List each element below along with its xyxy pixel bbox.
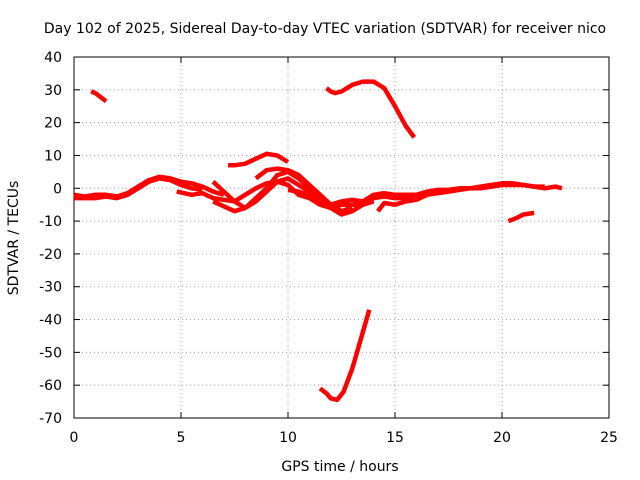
series-line-seg-n (507, 210, 535, 224)
y-tick-label: -70 (39, 411, 62, 427)
y-axis-label: SDTVAR / TECUs (6, 181, 22, 296)
x-tick-label: 5 (177, 430, 186, 446)
axis-ticks: 0 5 10 15 20 25 -70 -60 -50 -40 -30 -20 -10 0 10 20 30 40 (39, 50, 618, 446)
grid (74, 57, 609, 418)
series-line-seg-g (228, 151, 290, 168)
y-tick-label: -20 (39, 247, 62, 263)
y-tick-label: -10 (39, 214, 62, 230)
series-line-seg-c (74, 176, 203, 201)
x-tick-label: 10 (279, 430, 297, 446)
y-tick-label: -30 (39, 280, 62, 296)
series-line-seg-j (344, 190, 417, 210)
y-tick-label: 0 (53, 181, 62, 197)
series-group (73, 79, 563, 403)
series-line-seg-k (376, 181, 545, 213)
y-tick-label: 20 (44, 116, 62, 132)
x-tick-label: 15 (386, 430, 404, 446)
series-line-seg-h (254, 166, 333, 207)
y-tick-label: -60 (39, 378, 62, 394)
series-line-seg-m (318, 309, 372, 403)
x-tick-label: 20 (493, 430, 511, 446)
y-tick-label: 10 (44, 148, 62, 164)
y-tick-label: -50 (39, 345, 62, 361)
x-axis-label: GPS time / hours (281, 459, 398, 475)
series-line-seg-a (90, 89, 108, 104)
x-tick-label: 25 (600, 430, 618, 446)
series-line-seg-l (325, 79, 417, 139)
chart-title: Day 102 of 2025, Sidereal Day-to-day VTE… (44, 21, 606, 37)
y-tick-label: 30 (44, 83, 62, 99)
plot-frame (73, 56, 610, 419)
x-tick-label: 0 (70, 430, 79, 446)
y-tick-label: 40 (44, 50, 62, 66)
y-tick-label: -40 (39, 313, 62, 329)
series-line-seg-e (211, 169, 375, 217)
